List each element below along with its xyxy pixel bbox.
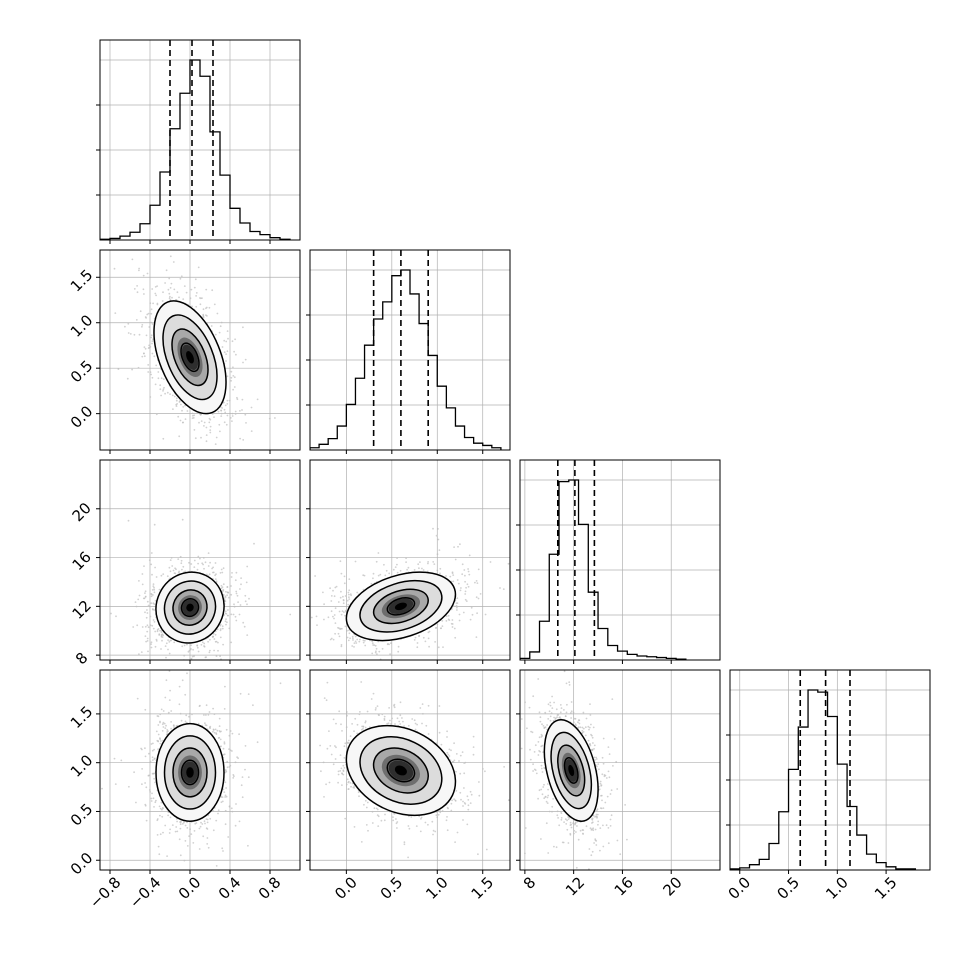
contour-line [155, 722, 225, 822]
panel-frame [309, 459, 511, 661]
x-tick-label: −0.8 [86, 873, 124, 911]
y-tick-label: 8 [72, 649, 91, 668]
x-tick-label: 16 [611, 873, 637, 899]
contour-line [163, 580, 217, 635]
panel-0-2 [96, 459, 301, 664]
contour-line [180, 597, 200, 618]
panel-frame [99, 39, 301, 241]
contour-lines [543, 719, 599, 822]
x-tick-label: 8 [520, 873, 539, 892]
density-level [186, 767, 194, 778]
x-tick-label: 0.0 [331, 873, 361, 903]
histogram-steps [310, 269, 502, 450]
contour-line [172, 589, 208, 626]
density-level [186, 603, 194, 612]
histogram-0 [96, 39, 301, 244]
contour-line [172, 747, 208, 798]
contour-line [345, 724, 457, 817]
panel-frame [99, 669, 301, 871]
density-level [394, 765, 407, 776]
histogram-2 [516, 459, 721, 664]
x-tick-label: 0.5 [773, 873, 803, 903]
panel-0-3 [96, 669, 301, 874]
contour-line [153, 300, 227, 415]
y-tick-label: 1.5 [67, 266, 97, 296]
x-tick-label: 0.0 [175, 873, 205, 903]
x-tick-label: 1.0 [422, 873, 452, 903]
density-shading [156, 572, 225, 643]
x-tick-label: 0.4 [215, 873, 245, 903]
x-tick-label: 1.0 [822, 873, 852, 903]
contour-line [386, 758, 416, 783]
x-tick-label: 1.5 [468, 873, 498, 903]
contour-line [557, 744, 586, 797]
histogram-steps [100, 59, 291, 240]
contour-line [550, 731, 593, 810]
x-tick-label: 0.5 [377, 873, 407, 903]
panel-1-3 [306, 669, 511, 874]
contour-line [372, 588, 429, 625]
density-shading [153, 300, 226, 414]
density-shading [544, 719, 599, 822]
contour-lines [345, 571, 457, 642]
x-tick-label: 20 [659, 873, 685, 899]
panel-1-2 [306, 459, 511, 664]
y-tick-label: 0.5 [67, 357, 97, 387]
y-tick-label: 0.0 [67, 402, 97, 432]
x-tick-label: 1.5 [871, 873, 901, 903]
histogram-steps [730, 689, 917, 870]
contour-line [359, 579, 443, 633]
density-level [568, 764, 575, 777]
contour-lines [155, 571, 225, 644]
contour-line [163, 735, 217, 810]
panel-frame [99, 249, 301, 451]
panel-frame [309, 669, 511, 871]
contour-line [386, 597, 416, 616]
histogram-steps [520, 479, 687, 660]
x-tick-label: −0.4 [126, 873, 164, 911]
contour-line [180, 759, 200, 786]
density-shading [156, 723, 224, 822]
panel-2-3 [516, 669, 721, 874]
panel-frame [519, 669, 721, 871]
density-level [186, 351, 194, 364]
density-shading [346, 572, 456, 641]
x-tick-label: 12 [562, 873, 588, 899]
x-tick-label: 0.8 [255, 873, 285, 903]
contour-line [563, 757, 579, 784]
density-level [394, 602, 407, 611]
y-tick-label: 1.5 [67, 702, 97, 732]
y-tick-label: 1.0 [67, 311, 97, 341]
y-tick-label: 0.5 [67, 800, 97, 830]
histogram-1 [306, 249, 511, 454]
y-tick-label: 20 [69, 499, 95, 525]
contour-line [162, 314, 218, 401]
y-tick-label: 12 [69, 597, 95, 623]
density-shading [346, 725, 456, 816]
panel-0-1 [96, 249, 301, 454]
contour-line [543, 719, 599, 822]
contour-lines [155, 722, 225, 822]
panel-frame [99, 459, 301, 661]
contour-line [155, 571, 225, 644]
y-tick-label: 1.0 [67, 751, 97, 781]
histogram-3 [726, 669, 931, 874]
x-tick-label: 0.0 [725, 873, 755, 903]
contour-line [372, 747, 429, 794]
contour-line [171, 328, 209, 387]
panel-frame [519, 459, 721, 661]
contour-line [345, 571, 457, 642]
contour-line [180, 342, 200, 373]
contour-line [359, 736, 443, 805]
y-tick-label: 0.0 [67, 849, 97, 879]
y-tick-label: 16 [69, 548, 95, 574]
panel-frame [729, 669, 931, 871]
contour-lines [345, 724, 457, 817]
panel-frame [309, 249, 511, 451]
contour-lines [153, 300, 227, 415]
